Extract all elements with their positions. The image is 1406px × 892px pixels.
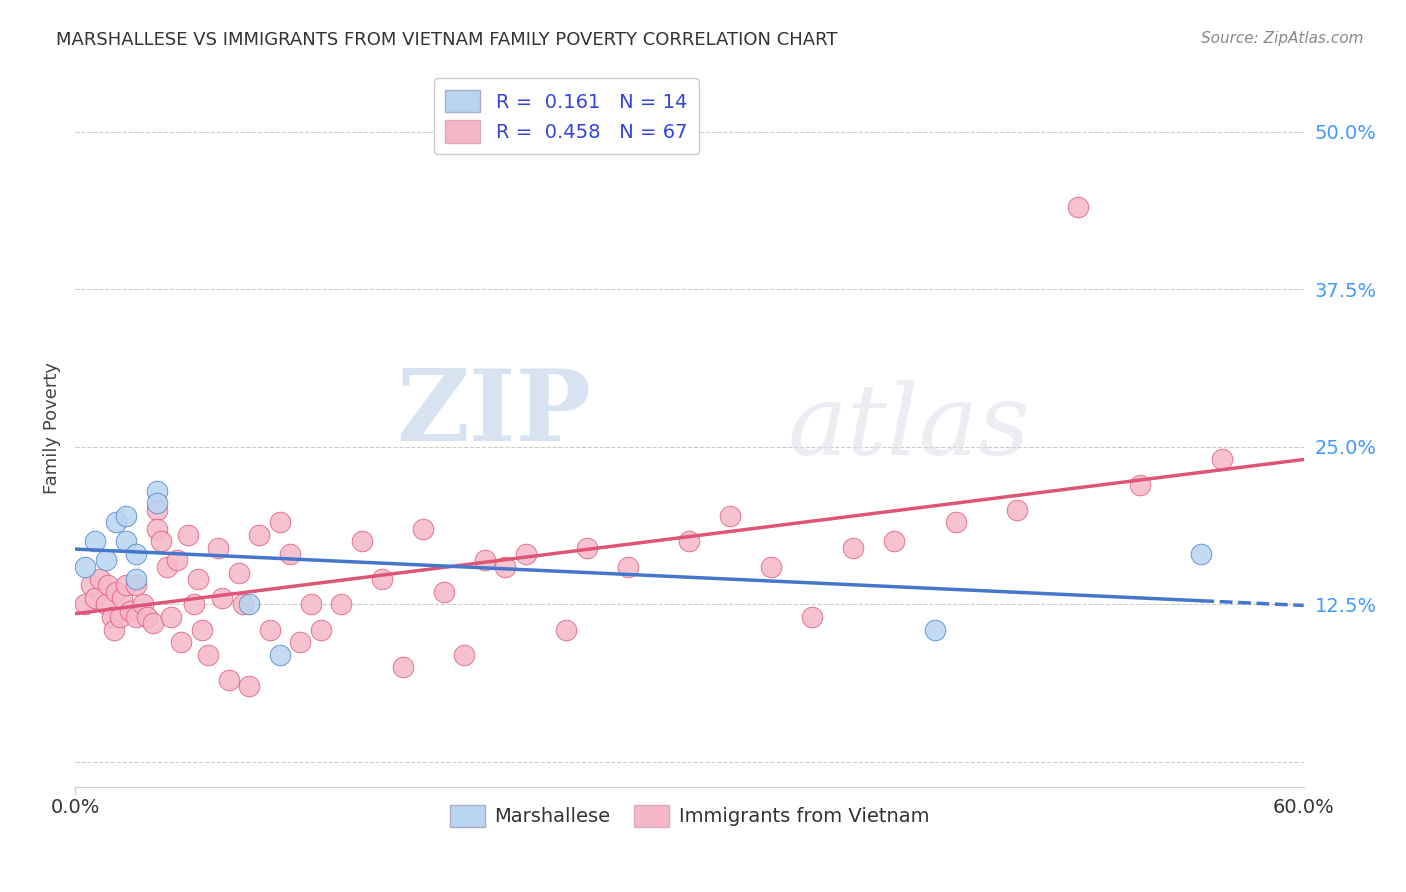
Point (142, 616, 165, 631)
Point (150, 534, 173, 549)
Point (160, 610, 183, 624)
Point (391, 660, 413, 674)
Point (120, 604, 142, 618)
Point (75, 598, 97, 612)
Point (146, 496, 169, 510)
Point (678, 534, 700, 549)
Y-axis label: Family Poverty: Family Poverty (44, 362, 60, 494)
Point (125, 572, 148, 586)
Point (115, 578, 138, 592)
Point (89, 572, 111, 586)
Point (474, 553, 496, 567)
Point (191, 623, 214, 637)
Point (433, 584, 456, 599)
Point (84, 591, 107, 605)
Point (111, 591, 134, 605)
Point (238, 679, 260, 693)
Legend: Marshallese, Immigrants from Vietnam: Marshallese, Immigrants from Vietnam (441, 797, 936, 835)
Point (125, 578, 148, 592)
Point (146, 503, 169, 517)
Point (801, 610, 824, 624)
Point (97, 578, 120, 592)
Point (156, 559, 179, 574)
Point (299, 598, 322, 612)
Point (170, 635, 193, 649)
Point (515, 547, 537, 561)
Point (269, 648, 291, 662)
Point (183, 598, 205, 612)
Point (232, 598, 254, 612)
Point (166, 553, 188, 567)
Point (371, 572, 394, 586)
Point (924, 623, 946, 637)
Point (176, 528, 198, 542)
Text: atlas: atlas (787, 380, 1031, 475)
Point (412, 522, 434, 536)
Point (575, 541, 598, 555)
Point (75, 559, 97, 574)
Point (146, 483, 169, 498)
Point (146, 522, 169, 536)
Point (617, 559, 640, 574)
Point (80, 578, 103, 592)
Point (84, 534, 107, 549)
Point (108, 610, 131, 624)
Point (218, 673, 240, 687)
Point (211, 591, 233, 605)
Point (104, 584, 127, 599)
Point (187, 572, 209, 586)
Text: MARSHALLESE VS IMMIGRANTS FROM VIETNAM FAMILY POVERTY CORRELATION CHART: MARSHALLESE VS IMMIGRANTS FROM VIETNAM F… (56, 31, 838, 49)
Point (207, 541, 229, 555)
Point (101, 610, 124, 624)
Text: Source: ZipAtlas.com: Source: ZipAtlas.com (1201, 31, 1364, 46)
Point (494, 559, 516, 574)
Point (131, 598, 153, 612)
Point (555, 623, 578, 637)
Point (718, 509, 741, 524)
Point (350, 534, 373, 549)
Point (104, 516, 127, 530)
Point (247, 528, 270, 542)
Point (125, 547, 148, 561)
Point (278, 547, 301, 561)
Point (842, 541, 865, 555)
Point (330, 598, 353, 612)
Point (1189, 547, 1212, 561)
Point (269, 516, 291, 530)
Point (94, 553, 117, 567)
Point (228, 566, 250, 580)
Point (115, 509, 138, 524)
Point (1129, 477, 1152, 491)
Point (1005, 503, 1028, 517)
Point (883, 534, 905, 549)
Point (197, 648, 219, 662)
Point (94, 598, 117, 612)
Point (1211, 452, 1233, 467)
Point (945, 516, 967, 530)
Point (125, 610, 148, 624)
Point (309, 623, 332, 637)
Point (238, 598, 260, 612)
Point (761, 559, 783, 574)
Point (1067, 200, 1090, 214)
Point (135, 610, 157, 624)
Point (259, 623, 281, 637)
Point (290, 635, 312, 649)
Point (103, 623, 125, 637)
Point (115, 534, 138, 549)
Text: ZIP: ZIP (396, 365, 591, 462)
Point (453, 648, 475, 662)
